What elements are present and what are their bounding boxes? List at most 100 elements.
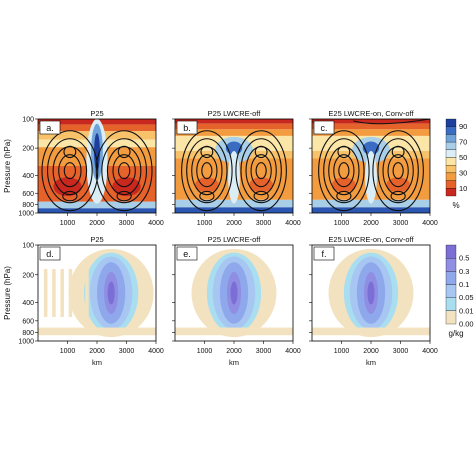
streamfunction-contour <box>255 162 267 180</box>
panel-tag-box <box>313 246 335 261</box>
panel-tag-box <box>176 120 198 135</box>
panel-tag: d. <box>39 246 61 261</box>
streamfunction-contour <box>101 138 147 204</box>
colorbar-swatch <box>445 134 457 143</box>
x-tick-label: 1000 <box>60 220 76 227</box>
colorbar-swatch <box>445 180 457 189</box>
y-tick-label: 600 <box>22 191 34 198</box>
streamfunction-contour <box>323 138 365 204</box>
panel-tag: b. <box>176 120 198 135</box>
moist-core <box>362 141 380 155</box>
colorbar-label: 90 <box>459 122 467 131</box>
colorbar-swatch <box>445 165 457 174</box>
streamfunction-contour <box>118 162 131 180</box>
colorbar-swatch <box>445 310 457 325</box>
x-tick-label: 4000 <box>285 220 301 227</box>
panel-title: P25 LWCRE-off <box>208 235 262 244</box>
cloud-streak <box>52 269 56 317</box>
colorbar-label: 30 <box>459 168 467 177</box>
colorbar: 90 70 50 30 10% <box>445 118 467 210</box>
colorbar-label: 10 <box>459 184 467 193</box>
colorbar-swatch <box>445 118 457 127</box>
streamfunction-contour <box>390 190 406 202</box>
boundary-layer-cloud <box>175 327 293 336</box>
color-band <box>175 199 293 208</box>
x-tick-label: 4000 <box>422 348 438 355</box>
cloud-streak <box>43 269 48 317</box>
panel-tag-box <box>39 120 61 135</box>
streamfunction-contour <box>47 138 93 204</box>
cloud-streak <box>85 269 89 317</box>
chart-panel-b: 1000 2000 3000 4000 P25 LWCRE-off b. <box>172 109 301 227</box>
y-tick-label: 100 <box>22 243 34 250</box>
y-tick-label: 200 <box>22 272 34 279</box>
boundary-layer-cloud <box>38 327 156 336</box>
streamfunction-contour <box>318 130 370 212</box>
colorbar-label: 70 <box>459 138 467 147</box>
x-tick-label: 2000 <box>89 348 105 355</box>
cloud-contour-fill <box>107 281 115 305</box>
panel-tag: f. <box>313 246 335 261</box>
streamfunction-contour <box>250 154 272 188</box>
color-band <box>175 123 293 130</box>
color-band <box>38 208 156 213</box>
boundary-layer-cloud <box>312 327 430 336</box>
y-tick-label: 1000 <box>18 339 34 346</box>
y-tick-label: 400 <box>22 300 34 307</box>
streamfunction-contour <box>63 145 77 159</box>
x-tick-label: 1000 <box>334 220 350 227</box>
streamfunction-contour <box>63 162 76 180</box>
colorbar-label: 0.001 <box>459 320 474 329</box>
cloud-streak <box>68 269 73 317</box>
colorbar-swatch <box>445 258 457 272</box>
x-tick-label: 2000 <box>363 348 379 355</box>
dry-patch <box>195 177 219 193</box>
streamfunction-contour <box>200 145 214 159</box>
panel-title: P25 <box>90 109 103 118</box>
y-axis-label: Pressure (hPa) <box>3 266 12 320</box>
moist-column <box>365 150 377 204</box>
streamfunction-contour <box>333 154 355 188</box>
streamfunction-contour <box>353 119 430 125</box>
streamfunction-contour <box>336 190 352 202</box>
panel-field <box>175 119 293 213</box>
x-tick-label: 3000 <box>119 220 135 227</box>
x-tick-label: 1000 <box>60 348 76 355</box>
streamfunction-contour <box>338 162 350 180</box>
x-tick-label: 4000 <box>148 220 164 227</box>
x-axis-label: km <box>229 358 239 367</box>
color-band <box>175 207 293 213</box>
color-band <box>312 123 430 130</box>
streamfunction-contour <box>62 190 78 202</box>
colorbar-label: 0.05 <box>459 293 474 302</box>
moist-core <box>94 133 100 171</box>
colorbar-label: 0.5 <box>459 254 469 263</box>
cloud-streak <box>60 269 64 317</box>
streamfunction-contour <box>387 154 409 188</box>
y-tick-label: 100 <box>22 117 34 124</box>
color-band <box>312 129 430 136</box>
colorbar-swatch <box>445 157 457 166</box>
streamfunction-contour <box>116 190 132 202</box>
panel-tag: a. <box>39 120 61 135</box>
streamfunction-contour <box>196 154 218 188</box>
panel-tag-label: a. <box>46 123 54 133</box>
streamfunction-contour <box>58 154 82 188</box>
cloud-streak <box>76 269 81 317</box>
streamfunction-contour <box>112 154 136 188</box>
x-tick-label: 3000 <box>393 348 409 355</box>
colorbar-swatch <box>445 271 457 285</box>
cloud-contour-fill <box>230 281 238 305</box>
colorbar-swatch <box>445 172 457 181</box>
x-tick-label: 1000 <box>334 348 350 355</box>
colorbar: 0.5 0.3 0.1 0.05 0.01 0.001g/kg <box>445 244 474 338</box>
streamfunction-contour <box>392 162 404 180</box>
dry-patch <box>386 177 410 193</box>
colorbar-label: 50 <box>459 153 467 162</box>
colorbar-label: 0.3 <box>459 267 469 276</box>
moist-core <box>225 141 243 155</box>
streamfunction-contour <box>41 130 99 212</box>
chart-panel-f: 1000 2000 3000 4000 E25 LWCRE-on, Conv-offf.… <box>309 235 438 367</box>
y-tick-label: 600 <box>22 318 34 325</box>
streamfunction-contour <box>201 162 213 180</box>
